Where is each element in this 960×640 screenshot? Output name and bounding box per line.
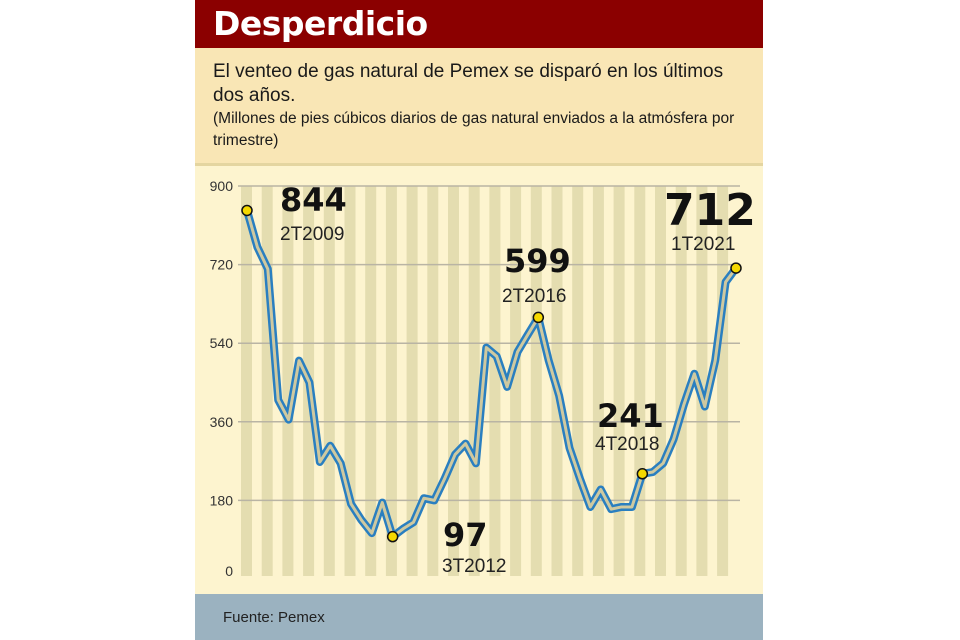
y-tick-label: 720 xyxy=(210,257,234,273)
chart-units-note: (Millones de pies cúbicos diarios de gas… xyxy=(213,110,735,149)
annotation-value-2: 599 xyxy=(504,242,571,280)
footer: Fuente: Pemex xyxy=(195,594,763,640)
background-stripe xyxy=(530,186,542,576)
y-tick-label: 900 xyxy=(210,178,234,194)
background-stripe xyxy=(510,186,522,576)
subtitle-panel: El venteo de gas natural de Pemex se dis… xyxy=(195,48,763,166)
background-stripe xyxy=(448,186,459,576)
highlight-point-marker xyxy=(532,311,545,324)
background-stripe xyxy=(365,186,377,576)
title-bar: Desperdicio xyxy=(195,0,763,48)
annotation-period-0: 2T2009 xyxy=(280,224,344,245)
background-stripe xyxy=(592,186,604,576)
chart-title: Desperdicio xyxy=(213,4,428,43)
y-tick-label: 180 xyxy=(210,492,234,508)
background-stripe xyxy=(696,186,708,576)
annotation-period-2: 2T2016 xyxy=(502,286,566,307)
background-stripe xyxy=(675,186,687,576)
y-tick-label: 360 xyxy=(210,414,234,430)
annotation-period-3: 4T2018 xyxy=(595,434,659,455)
highlight-point-marker xyxy=(241,204,253,217)
background-stripe xyxy=(717,186,729,576)
highlight-point-marker xyxy=(636,468,649,480)
background-stripe xyxy=(406,186,418,576)
background-stripe xyxy=(323,186,335,576)
highlight-point-marker xyxy=(730,262,742,274)
source-label: Fuente: Pemex xyxy=(223,609,325,626)
annotation-period-1: 3T2012 xyxy=(442,556,506,577)
highlight-point-marker xyxy=(386,530,399,543)
background-stripe xyxy=(344,186,356,576)
y-tick-label: 540 xyxy=(210,335,234,351)
annotation-value-1: 97 xyxy=(443,516,488,554)
background-stripe xyxy=(427,186,439,576)
background-stripe xyxy=(468,186,480,576)
annotation-value-3: 241 xyxy=(597,397,664,435)
background-stripe xyxy=(655,186,666,576)
annotation-period-4: 1T2021 xyxy=(671,234,735,255)
background-stripe xyxy=(572,186,584,576)
background-stripe xyxy=(261,186,273,576)
background-stripe xyxy=(613,186,625,576)
annotation-value-4: 712 xyxy=(664,185,756,236)
background-stripe xyxy=(634,186,646,576)
background-stripe xyxy=(489,186,501,576)
background-stripe xyxy=(241,186,252,576)
background-stripe xyxy=(385,186,397,576)
chart-subtitle: El venteo de gas natural de Pemex se dis… xyxy=(213,61,724,106)
background-stripe xyxy=(282,186,294,576)
series-line xyxy=(245,208,738,539)
annotation-value-0: 844 xyxy=(280,181,347,219)
y-tick-label: 0 xyxy=(225,563,233,579)
